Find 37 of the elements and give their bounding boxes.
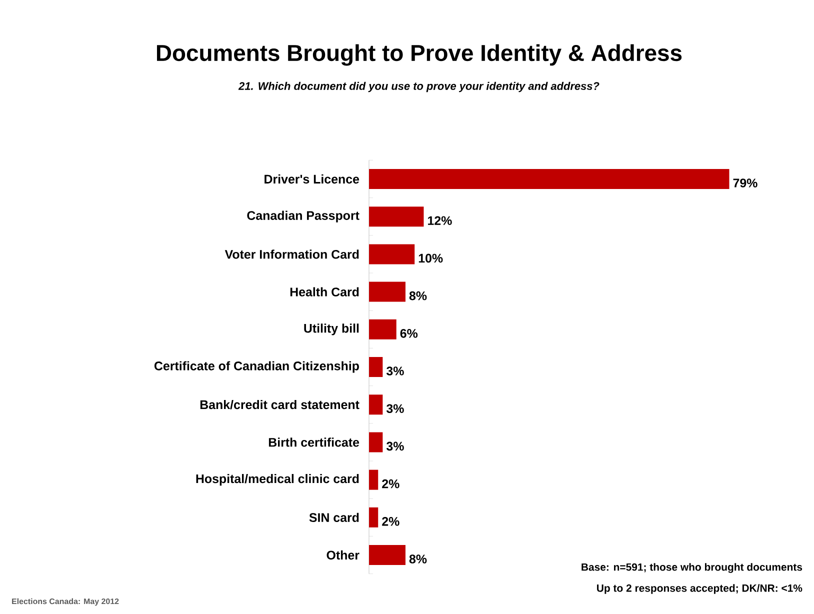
chart-subtitle: 21. Which document did you use to prove your identity and address? <box>238 82 600 92</box>
y-tick-label: Utility bill <box>304 324 359 336</box>
bar <box>369 206 424 227</box>
data-label: 79% <box>733 178 758 188</box>
bar <box>369 507 378 528</box>
y-tick-label: Other <box>326 550 360 560</box>
data-label: 8% <box>409 554 427 564</box>
y-tick-label: Driver's Licence <box>264 174 360 184</box>
y-tick-label: Hospital/medical clinic card <box>196 474 359 486</box>
text: Up to 2 responses accepted; DK/NR: <1% <box>597 584 802 594</box>
bar <box>369 357 383 377</box>
data-label: 6% <box>400 329 418 338</box>
data-label: 12% <box>428 216 452 225</box>
y-tick-label: Certificate of Canadian Citizenship <box>154 361 359 373</box>
data-label: 2% <box>382 479 400 488</box>
data-label: 3% <box>386 404 404 414</box>
y-tick-label: SIN card <box>309 512 359 522</box>
bar <box>369 545 406 566</box>
data-label: 3% <box>386 442 404 451</box>
data-label: 2% <box>382 517 400 526</box>
chart-title: Documents Brought to Prove Identity & Address <box>156 44 682 66</box>
y-tick-label: Bank/credit card statement <box>200 400 360 410</box>
bar <box>369 169 730 189</box>
annotation: Base: n=591; those who brought documents <box>582 563 802 573</box>
bar <box>369 470 378 490</box>
y-tick-label: Health Card <box>290 287 359 296</box>
data-label: 3% <box>386 366 404 376</box>
y-tick-label: Canadian Passport <box>247 210 360 222</box>
data-label: 8% <box>409 291 427 300</box>
bar <box>369 319 396 340</box>
bar <box>369 432 383 452</box>
y-tick-label: Birth certificate <box>268 438 360 447</box>
bar <box>369 282 406 302</box>
y-tick-label: Voter Information Card <box>224 250 359 259</box>
bar <box>369 244 415 264</box>
bar <box>369 394 383 415</box>
data-label: 10% <box>418 254 443 263</box>
